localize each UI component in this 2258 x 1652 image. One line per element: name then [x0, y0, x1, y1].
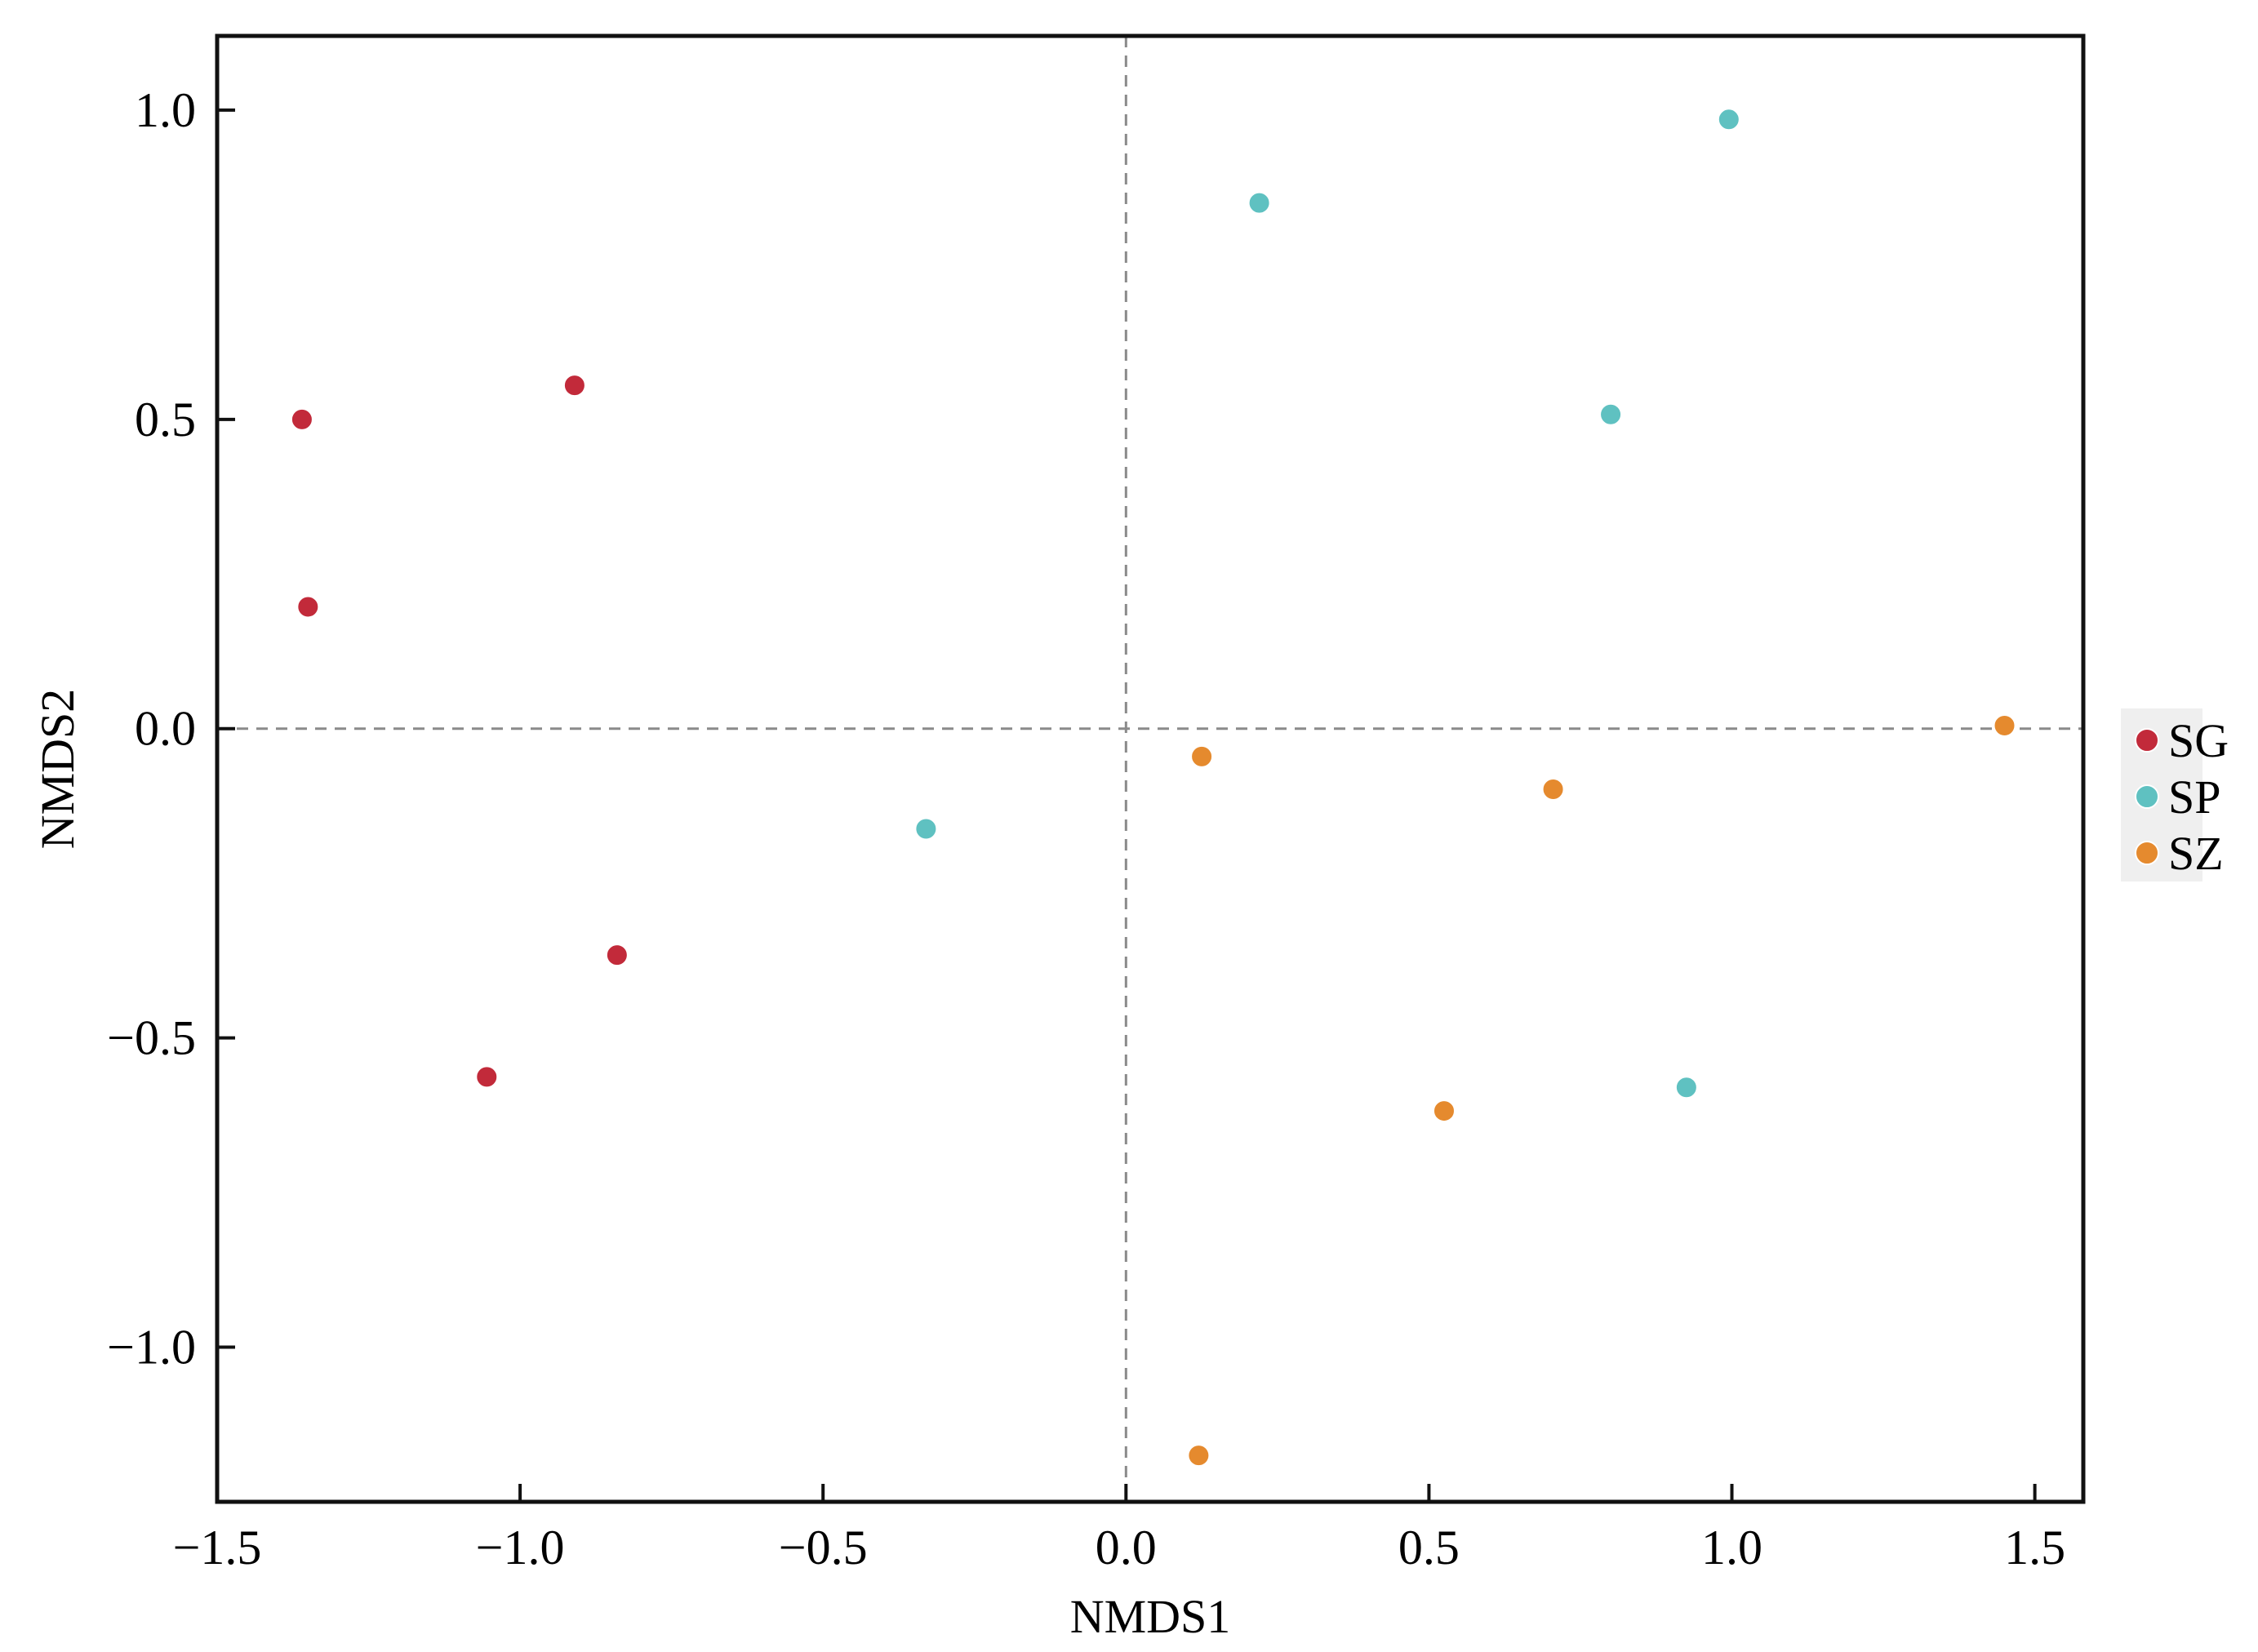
- x-tick-label: 0.5: [1398, 1521, 1460, 1574]
- legend-marker-sz: [2135, 841, 2159, 865]
- point-sg: [296, 595, 320, 619]
- point-sg: [562, 374, 586, 397]
- point-sz: [1187, 1444, 1211, 1468]
- legend-marker-sg: [2135, 728, 2159, 753]
- y-axis-title: NMDS2: [31, 689, 84, 850]
- y-axis-ticks: −1.0 −0.5 0.0 0.5 1.0: [107, 83, 235, 1374]
- y-tick-label: −0.5: [107, 1011, 196, 1065]
- point-sz: [1993, 713, 2016, 737]
- point-sp: [1247, 191, 1271, 215]
- x-tick-label: −1.5: [173, 1521, 262, 1574]
- point-sg: [290, 407, 313, 431]
- point-sg: [605, 944, 629, 967]
- point-sz: [1432, 1099, 1456, 1123]
- point-sp: [1674, 1076, 1698, 1099]
- x-tick-label: 1.0: [1701, 1521, 1762, 1574]
- x-tick-label: 0.0: [1096, 1521, 1157, 1574]
- y-tick-label: 1.0: [135, 83, 196, 137]
- data-points: [290, 108, 2016, 1468]
- y-tick-label: 0.5: [135, 393, 196, 446]
- y-tick-label: −1.0: [107, 1321, 196, 1374]
- x-tick-label: −0.5: [779, 1521, 868, 1574]
- x-axis-title: NMDS1: [1070, 1590, 1231, 1643]
- y-tick-label: 0.0: [135, 702, 196, 756]
- legend-marker-sp: [2135, 784, 2159, 809]
- point-sp: [1599, 402, 1623, 426]
- x-axis-ticks: −1.5 −1.0 −0.5 0.0 0.5 1.0 1.5: [173, 1484, 2065, 1574]
- point-sz: [1541, 778, 1565, 802]
- legend-label-sz: SZ: [2168, 827, 2224, 880]
- plot-frame: [215, 33, 2086, 1504]
- legend-label-sg: SG: [2168, 714, 2229, 767]
- legend-label-sp: SP: [2168, 770, 2221, 824]
- point-sp: [1717, 108, 1740, 131]
- point-sp: [914, 817, 938, 841]
- reference-lines: [217, 36, 2083, 1502]
- x-tick-label: 1.5: [2004, 1521, 2065, 1574]
- x-tick-label: −1.0: [476, 1521, 565, 1574]
- legend-key-background: [2121, 708, 2202, 882]
- point-sg: [475, 1065, 499, 1089]
- point-sz: [1190, 744, 1214, 768]
